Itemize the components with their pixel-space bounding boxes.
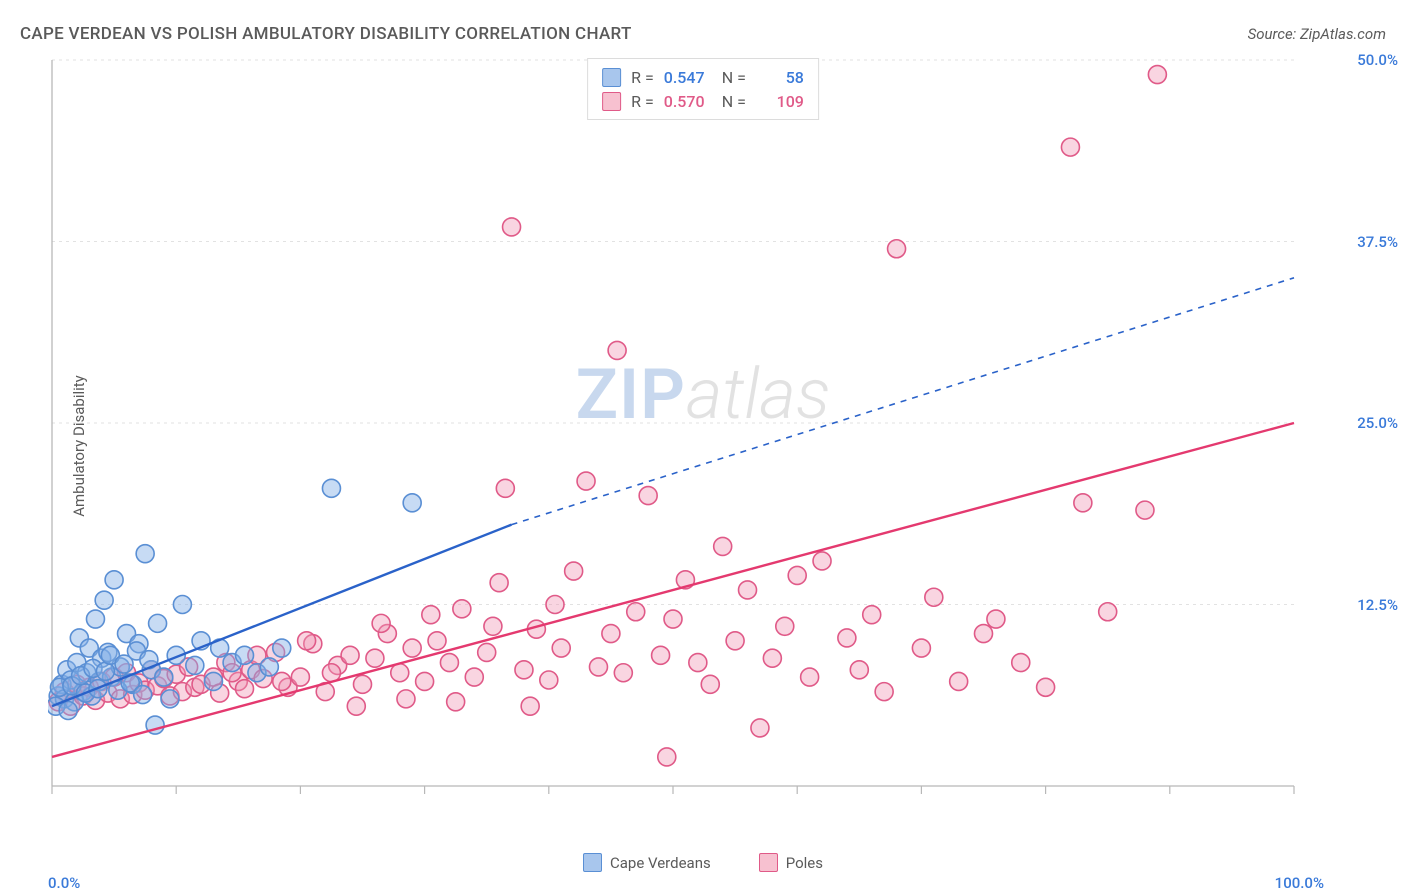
y-tick-label: 12.5%: [1357, 596, 1398, 614]
y-tick-label: 25.0%: [1357, 414, 1398, 432]
stat-row: R =0.570N =109: [602, 89, 804, 113]
legend-swatch: [583, 853, 602, 872]
legend-label: Cape Verdeans: [610, 854, 711, 872]
legend-item: Cape Verdeans: [583, 853, 711, 872]
series-legend: Cape Verdeans Poles: [0, 853, 1406, 872]
x-max-label: 100.0%: [1275, 874, 1324, 892]
stats-legend: R =0.547N =58R =0.570N =109: [587, 58, 819, 120]
chart-svg: [48, 56, 1358, 826]
legend-item: Poles: [759, 853, 823, 872]
stat-swatch: [602, 68, 621, 87]
chart-title: CAPE VERDEAN VS POLISH AMBULATORY DISABI…: [20, 24, 632, 44]
stat-swatch: [602, 92, 621, 111]
y-axis-tick-labels: 12.5%25.0%37.5%50.0%: [1328, 56, 1398, 826]
plot-area: ZIPatlas: [48, 56, 1358, 826]
stat-row: R =0.547N =58: [602, 65, 804, 89]
legend-label: Poles: [786, 854, 823, 872]
y-tick-label: 50.0%: [1357, 51, 1398, 69]
legend-swatch: [759, 853, 778, 872]
source-attribution: Source: ZipAtlas.com: [1248, 25, 1386, 43]
y-tick-label: 37.5%: [1357, 233, 1398, 251]
x-min-label: 0.0%: [48, 874, 80, 892]
